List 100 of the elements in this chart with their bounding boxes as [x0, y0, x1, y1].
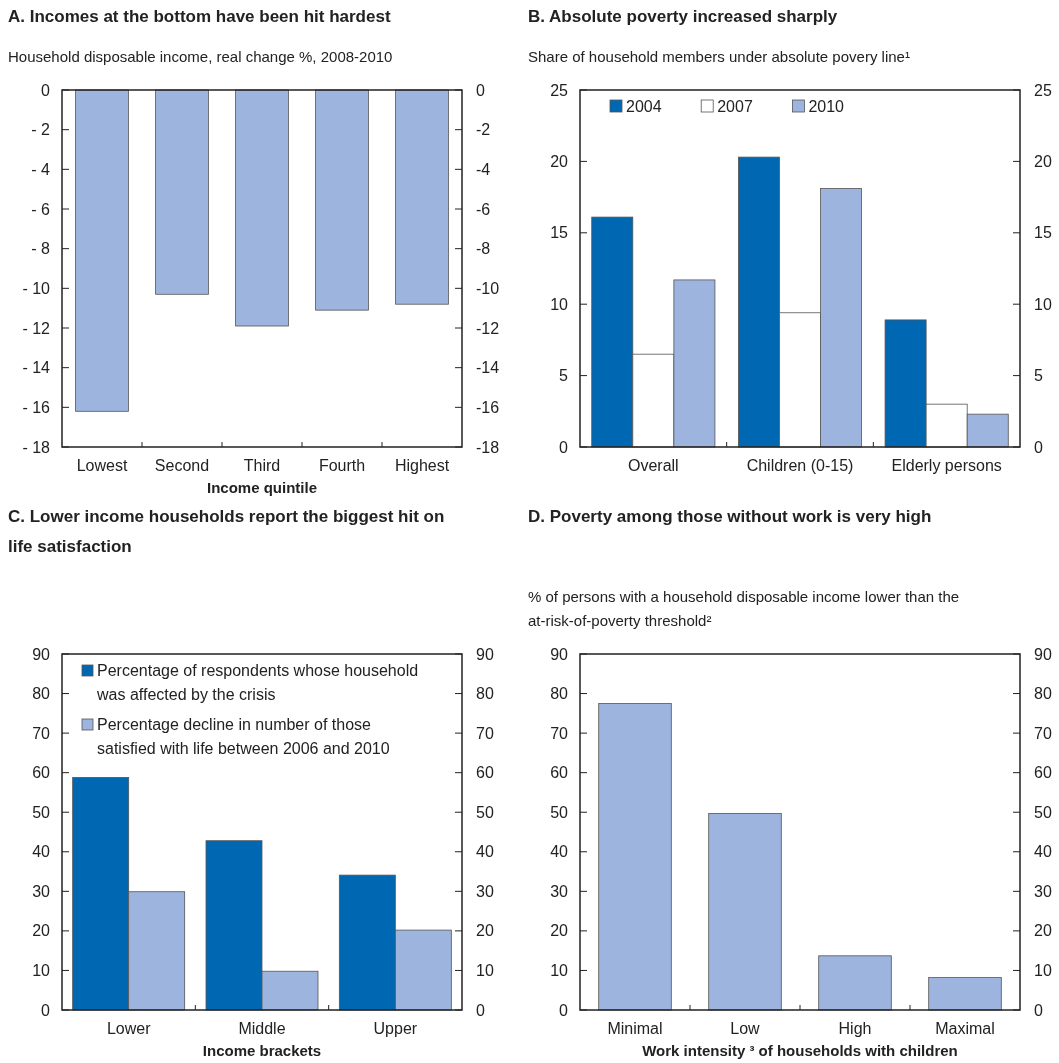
chart-title: C. Lower income households report the biggest hit on life satisfaction: [8, 507, 445, 556]
y2-tick-label: 30: [476, 882, 494, 900]
y-tick-label: - 8: [31, 240, 51, 258]
y2-tick-label: 90: [476, 645, 494, 663]
y-tick-label: 60: [550, 764, 569, 782]
x-tick-label: Highest: [394, 457, 450, 474]
x-tick-label: Third: [243, 457, 281, 474]
y2-tick-label: -16: [476, 398, 500, 416]
y2-tick-label: 0: [476, 81, 485, 99]
y2-tick-label: 20: [1034, 922, 1052, 940]
y2-tick-label: 50: [476, 803, 494, 821]
y-tick-label: 0: [559, 438, 569, 456]
x-axis-title: Income quintile: [206, 479, 318, 496]
y-tick-label: 10: [32, 962, 51, 980]
y2-tick-label: 30: [1034, 882, 1052, 900]
chart-subtitle: Household disposable income, real change %, 2008-2010: [8, 48, 393, 65]
y-tick-label: 10: [550, 295, 569, 313]
y-tick-label: 60: [32, 764, 51, 782]
y2-tick-label: 40: [476, 843, 494, 861]
y2-tick-label: 10: [1034, 295, 1052, 313]
y2-tick-label: 90: [1034, 645, 1052, 663]
y2-tick-label: 0: [476, 1001, 485, 1019]
y-tick-label: - 12: [22, 319, 51, 337]
bar: [598, 703, 672, 1011]
y2-tick-label: 70: [1034, 724, 1052, 742]
y2-tick-label: 80: [1034, 685, 1052, 703]
x-tick-label: Minimal: [607, 1020, 663, 1037]
y2-tick-label: 0: [1034, 1001, 1043, 1019]
y2-tick-label: 60: [476, 764, 494, 782]
y2-tick-label: 15: [1034, 224, 1052, 242]
bar: [818, 955, 892, 1011]
y2-tick-label: 40: [1034, 843, 1052, 861]
x-axis-title: Income brackets: [202, 1042, 322, 1059]
y-tick-label: - 10: [22, 279, 51, 297]
x-tick-label: Lower: [106, 1020, 152, 1037]
y-tick-label: 0: [559, 1001, 569, 1019]
y-tick-label: 15: [550, 224, 569, 242]
y-tick-label: 70: [550, 724, 569, 742]
chart-subtitle: Share of household members under absolute povery line¹: [528, 48, 910, 65]
legend-label: Percentage of respondents whose household was affected by the crisis: [96, 662, 419, 703]
y2-tick-label: -4: [476, 160, 491, 178]
y2-tick-label: -10: [476, 279, 500, 297]
y-tick-label: 30: [550, 882, 569, 900]
y2-tick-label: 80: [476, 685, 494, 703]
y-tick-label: 80: [32, 685, 51, 703]
y-tick-label: 0: [41, 81, 51, 99]
legend-label: 2007: [717, 98, 753, 115]
y-tick-label: 20: [550, 922, 569, 940]
y-tick-label: 40: [32, 843, 51, 861]
y-tick-label: 40: [550, 843, 569, 861]
legend-label: Percentage decline in number of those satisfied with life between 2006 and 2010: [97, 716, 390, 757]
x-tick-label: High: [838, 1020, 872, 1037]
y2-tick-label: 20: [476, 922, 494, 940]
y2-tick-label: -6: [476, 200, 491, 218]
x-tick-label: Second: [154, 457, 210, 474]
y2-tick-label: -14: [476, 359, 500, 377]
y-tick-label: 25: [550, 81, 569, 99]
y2-tick-label: 0: [1034, 438, 1043, 456]
y-tick-label: 5: [559, 367, 569, 385]
y-tick-label: 90: [550, 645, 569, 663]
x-tick-label: Overall: [627, 457, 679, 474]
x-tick-label: Elderly persons: [891, 457, 1002, 474]
y-tick-label: - 16: [22, 398, 51, 416]
y-tick-label: 20: [32, 922, 51, 940]
y2-tick-label: 25: [1034, 81, 1052, 99]
y-tick-label: 30: [32, 882, 51, 900]
chart-title: D. Poverty among those without work is very high: [528, 507, 932, 526]
legend-label: 2004: [626, 98, 662, 115]
x-tick-label: Fourth: [318, 457, 366, 474]
y2-tick-label: 50: [1034, 803, 1052, 821]
bar: [708, 813, 782, 1011]
bar: [928, 977, 1002, 1011]
chart-subtitle: % of persons with a household disposable income lower than the at-risk-of-poverty threshold²: [528, 588, 960, 629]
y-tick-label: 70: [32, 724, 51, 742]
y-tick-label: - 2: [31, 121, 51, 139]
y2-tick-label: -2: [476, 121, 491, 139]
y2-tick-label: -8: [476, 240, 491, 258]
y2-tick-label: 10: [476, 962, 494, 980]
y-tick-label: - 14: [22, 359, 51, 377]
y2-tick-label: -12: [476, 319, 500, 337]
y-tick-label: 90: [32, 645, 51, 663]
y-tick-label: - 18: [22, 438, 51, 456]
chart-title: B. Absolute poverty increased sharply: [528, 7, 838, 26]
y-tick-label: - 6: [31, 200, 51, 218]
x-tick-label: Low: [730, 1020, 761, 1037]
y-tick-label: 80: [550, 685, 569, 703]
y-tick-label: 10: [550, 962, 569, 980]
legend-label: 2010: [808, 98, 845, 115]
y2-tick-label: 5: [1034, 367, 1043, 385]
x-tick-label: Upper: [373, 1020, 418, 1037]
y-tick-label: 20: [550, 153, 569, 170]
y2-tick-label: 60: [1034, 764, 1052, 782]
y-tick-label: 0: [41, 1001, 51, 1019]
x-tick-label: Maximal: [935, 1020, 995, 1037]
y2-tick-label: 70: [476, 724, 494, 742]
x-axis-title: Work intensity ³ of households with children: [642, 1042, 958, 1059]
y2-tick-label: -18: [476, 438, 500, 456]
x-tick-label: Lowest: [76, 457, 128, 474]
y-tick-label: - 4: [31, 160, 51, 178]
y-tick-label: 50: [32, 803, 51, 821]
